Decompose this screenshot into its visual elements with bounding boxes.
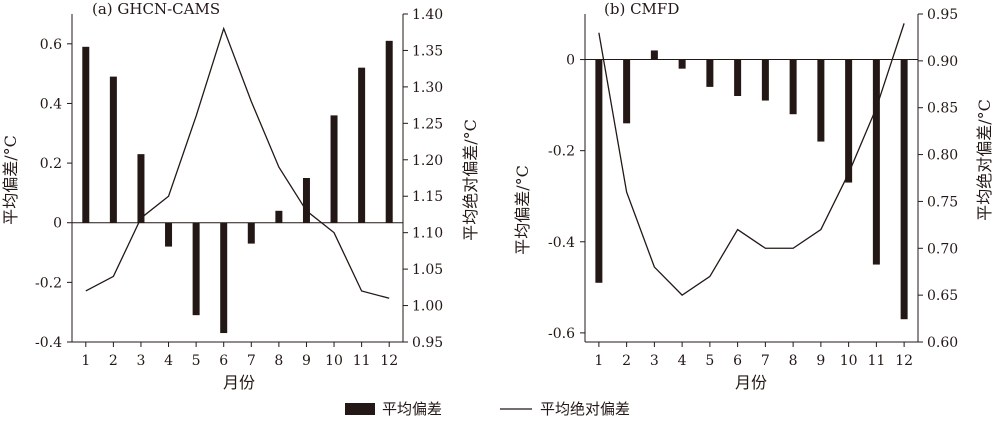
y-axis-title: 平均偏差/°C	[513, 165, 532, 255]
y-axis-title: 平均偏差/°C	[1, 135, 20, 225]
bar-mean-bias	[82, 46, 90, 223]
y2-tick-label: 1.30	[412, 80, 443, 96]
y2-tick-label: 1.20	[412, 153, 443, 169]
y-tick-label: 0	[566, 53, 575, 69]
y-tick-label: 0.2	[40, 156, 62, 172]
bar-mean-bias	[192, 222, 200, 316]
x-tick-label: 5	[192, 353, 201, 369]
x-tick-label: 3	[136, 353, 145, 369]
y2-axis-title: 平均绝对偏差/°C	[461, 119, 480, 241]
line-mean-abs-bias	[598, 23, 905, 296]
bar-mean-bias	[650, 50, 658, 60]
x-tick-label: 7	[761, 353, 770, 369]
x-tick-label: 6	[733, 353, 742, 369]
bar-mean-bias	[789, 59, 797, 115]
bar-mean-bias	[275, 210, 283, 223]
y2-tick-label: 0.60	[927, 335, 958, 351]
y2-tick-label: 0.75	[927, 194, 958, 210]
legend-bar-swatch	[345, 403, 375, 415]
x-tick-label: 1	[594, 353, 603, 369]
bar-mean-bias	[623, 59, 631, 124]
x-tick-label: 3	[650, 353, 659, 369]
bar-mean-bias	[109, 76, 117, 223]
y2-axis-title: 平均绝对偏差/°C	[975, 99, 994, 221]
bar-mean-bias	[761, 59, 769, 101]
y2-tick-label: 1.15	[412, 189, 443, 205]
y-tick-label: -0.4	[35, 335, 62, 351]
bar-mean-bias	[595, 59, 603, 283]
y2-tick-label: 1.40	[412, 7, 443, 23]
bar-mean-bias	[302, 178, 310, 223]
x-tick-label: 8	[274, 353, 283, 369]
x-tick-label: 9	[302, 353, 311, 369]
y2-tick-label: 1.10	[412, 226, 443, 242]
bar-mean-bias	[358, 67, 366, 223]
y2-tick-label: 0.70	[927, 241, 958, 257]
x-tick-label: 1	[81, 353, 90, 369]
x-tick-label: 12	[380, 353, 398, 369]
y-tick-label: 0.6	[40, 37, 62, 53]
y-tick-label: -0.2	[35, 275, 62, 291]
bar-mean-bias	[900, 59, 908, 320]
x-tick-label: 11	[867, 353, 885, 369]
bar-mean-bias	[385, 40, 393, 223]
y-tick-label: 0.4	[40, 96, 62, 112]
y2-tick-label: 1.05	[412, 262, 443, 278]
panel-cmfd: -0.6 -0.4 -0.2 0 0.60 0.65 0.70 0.75 0.80 0.85 0.9…	[513, 0, 994, 392]
bar-mean-bias	[137, 154, 145, 223]
x-axis-title: 月份	[735, 373, 767, 392]
line-mean-abs-bias	[85, 26, 390, 299]
x-tick-label: 4	[678, 353, 687, 369]
x-tick-label: 2	[109, 353, 118, 369]
y2-tick-label: 0.85	[927, 101, 958, 117]
legend-line-label: 平均绝对偏差	[540, 400, 630, 418]
y2-tick-label: 0.90	[927, 54, 958, 70]
panel-title: (a) GHCN-CAMS	[92, 0, 220, 18]
x-tick-label: 7	[247, 353, 256, 369]
y2-tick-label: 0.95	[927, 7, 958, 23]
y-tick-label: 0	[53, 216, 62, 232]
bar-mean-bias	[330, 115, 338, 223]
bar-mean-bias	[220, 222, 228, 334]
x-tick-label: 5	[705, 353, 714, 369]
y2-tick-label: 0.95	[412, 335, 443, 351]
x-tick-label: 4	[164, 353, 173, 369]
legend: 平均偏差 平均绝对偏差	[345, 400, 630, 418]
legend-bar-label: 平均偏差	[382, 400, 442, 418]
y2-tick-label: 1.00	[412, 299, 443, 315]
x-tick-label: 12	[895, 353, 913, 369]
x-tick-label: 2	[622, 353, 631, 369]
bar-mean-bias	[872, 59, 880, 265]
y2-tick-label: 0.80	[927, 148, 958, 164]
x-tick-label: 8	[789, 353, 798, 369]
y-tick-label: -0.6	[548, 326, 575, 342]
bar-mean-bias	[678, 59, 686, 69]
panel-title: (b) CMFD	[604, 0, 679, 18]
bar-mean-bias	[706, 59, 714, 87]
bar-mean-bias	[734, 59, 742, 96]
x-tick-label: 10	[325, 353, 343, 369]
bar-mean-bias	[845, 59, 853, 183]
x-tick-label: 11	[353, 353, 371, 369]
y-tick-label: -0.2	[548, 144, 575, 160]
x-axis-title: 月份	[223, 373, 255, 392]
y2-tick-label: 1.35	[412, 43, 443, 59]
bar-mean-bias	[165, 222, 173, 247]
x-tick-label: 6	[219, 353, 228, 369]
bar-mean-bias	[817, 59, 825, 142]
bar-mean-bias	[247, 222, 255, 244]
panel-ghcn-cams: -0.4 -0.2 0 0.2 0.4 0.6 0.95 1.00 1.05 1.10 1.15 1.…	[1, 0, 480, 392]
y-tick-label: -0.4	[548, 235, 575, 251]
x-tick-label: 9	[816, 353, 825, 369]
x-tick-label: 10	[840, 353, 858, 369]
y2-tick-label: 0.65	[927, 288, 958, 304]
y2-tick-label: 1.25	[412, 116, 443, 132]
